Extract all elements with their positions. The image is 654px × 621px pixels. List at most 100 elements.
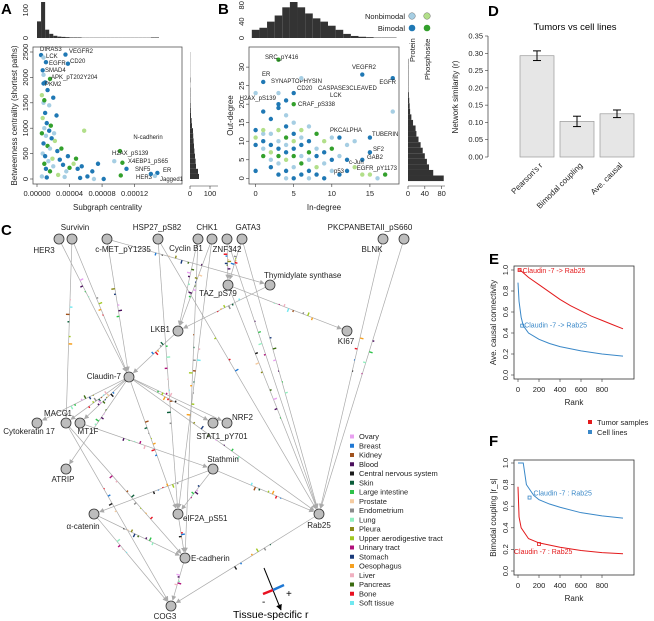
panel-d-bar-chart: Tumors vs cell lines 0.00 0.05 0.10 0.15 0.20… <box>451 22 635 211</box>
node-label: HSP27_pS82 <box>133 223 182 232</box>
tissue-correlation-tick <box>186 271 191 274</box>
data-point <box>268 150 274 155</box>
point-label: EGFR_pY1173 <box>357 166 398 172</box>
labeled-point <box>382 172 388 177</box>
top-histogram-bar <box>53 35 58 38</box>
labeled-point <box>291 90 296 96</box>
point-label: CD20 <box>297 86 313 92</box>
top-hist-tick-label: 80 <box>237 1 246 9</box>
tissue-correlation-tick <box>227 305 231 310</box>
tissue-swatch <box>350 480 354 485</box>
key-minus: - <box>262 597 265 608</box>
data-point <box>276 105 281 111</box>
panel-e-line-chart: 0 200 400 600 800 0.0 0.2 0.4 0.6 0.8 1.0 Rank Ave. … <box>489 265 635 407</box>
y-tick-label: 0.0 <box>501 370 510 380</box>
node-label: Thymidylate synthase <box>264 271 342 280</box>
data-point <box>276 161 281 166</box>
data-point <box>101 176 106 182</box>
labeled-point <box>390 76 395 81</box>
y-tick-label: 0.0 <box>501 566 510 576</box>
tissue-correlation-tick <box>154 351 159 356</box>
tissue-correlation-tick <box>98 398 101 402</box>
data-point <box>276 172 281 177</box>
labeled-point <box>43 59 49 65</box>
y-tick-label: 1.0 <box>501 458 510 468</box>
right-histogram-bar <box>190 163 196 169</box>
right-histogram-bar <box>190 138 194 144</box>
data-point <box>337 153 342 159</box>
tissue-correlation-tick <box>96 297 99 299</box>
panel-a-scatter: DIRAS3 VEGFR2 LCK CD20 EGFRSMAD4APK_pT202Y20… <box>10 2 218 212</box>
y-axis-label: Ave. causal connectivity <box>489 280 498 365</box>
tissue-correlation-tick <box>151 542 154 546</box>
tissue-correlation-tick <box>144 420 149 423</box>
point-label: CD20 <box>70 59 86 65</box>
tissue-correlation-tick <box>255 352 259 355</box>
tissue-correlation-tick <box>162 396 166 401</box>
tissue-correlation-tick <box>93 397 97 402</box>
data-point <box>253 168 258 174</box>
data-point <box>48 123 54 128</box>
network-edge <box>318 243 383 509</box>
tissue-label: Bone <box>359 589 377 598</box>
tissue-swatch <box>350 490 354 494</box>
point-label: p53 <box>334 169 345 175</box>
data-point <box>42 126 47 131</box>
tissue-correlation-tick <box>177 576 180 578</box>
legend-bimodal-protein-dot <box>408 24 416 32</box>
network-edge <box>158 243 180 509</box>
node-label: COG3 <box>154 612 177 621</box>
tissue-correlation-tick <box>110 393 114 398</box>
tissue-correlation-tick <box>274 408 278 411</box>
tissue-correlation-tick <box>269 389 272 391</box>
point-label: c-Jun <box>349 160 364 166</box>
data-point <box>291 120 296 125</box>
tissue-correlation-tick <box>130 529 134 533</box>
network-edge <box>107 243 130 372</box>
top-histogram-bar <box>251 29 260 38</box>
tissue-correlation-tick <box>258 488 261 491</box>
tissue-correlation-tick <box>214 337 217 340</box>
data-point <box>306 139 312 144</box>
data-point <box>299 127 304 133</box>
top-histogram-bar <box>267 21 275 38</box>
tissue-correlation-tick <box>250 482 253 486</box>
tissue-correlation-tick <box>105 409 107 411</box>
point-label: CASPASE3CLEAVED <box>318 86 377 92</box>
x-tick-label: 0 <box>516 581 520 590</box>
network-node <box>152 233 164 245</box>
tissue-label: Ovary <box>359 432 379 441</box>
tissue-swatch <box>350 591 354 596</box>
right-histogram-bar <box>408 136 419 143</box>
tissue-correlation-tick <box>157 390 160 393</box>
labeled-point <box>283 98 289 103</box>
network-edge <box>84 424 208 468</box>
y-tick-label: 0.4 <box>501 523 510 533</box>
tissue-correlation-tick <box>223 444 226 446</box>
network-edge <box>63 243 73 418</box>
right-histogram-bar <box>190 102 191 108</box>
top-histogram-bar <box>150 37 155 38</box>
data-point <box>90 169 95 174</box>
data-point <box>299 142 304 148</box>
right-histogram-bar <box>190 148 195 154</box>
data-point <box>47 103 52 108</box>
tissue-correlation-tick <box>154 454 158 457</box>
node-label: Rab25 <box>307 521 331 530</box>
data-point <box>43 133 49 139</box>
labeled-point <box>118 173 123 178</box>
tissue-correlation-tick <box>115 480 118 483</box>
tissue-correlation-tick <box>103 413 105 415</box>
y-tick-label: 0.6 <box>501 501 510 511</box>
data-point <box>49 136 54 141</box>
tissue-correlation-tick <box>372 340 375 342</box>
tissue-correlation-tick <box>133 502 137 505</box>
data-point <box>276 153 281 159</box>
tissue-correlation-tick <box>260 371 263 374</box>
data-point <box>253 127 258 133</box>
tissue-swatch <box>350 499 354 504</box>
y-tick-label: 0.8 <box>501 286 510 296</box>
labeled-point <box>63 52 68 57</box>
tissue-label: Skin <box>359 478 374 487</box>
